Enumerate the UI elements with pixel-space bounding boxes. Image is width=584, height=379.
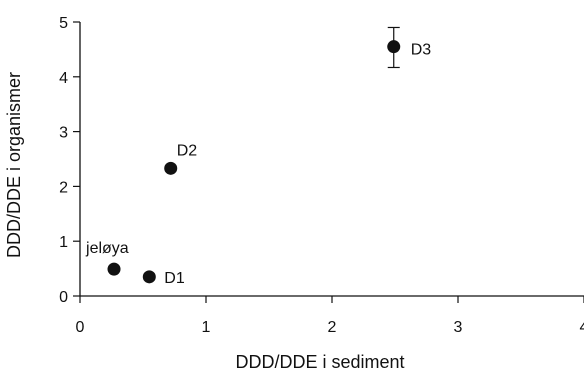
y-tick-label: 4 bbox=[59, 70, 68, 87]
axis-ticks: 0 1 2 3 4 0 1 2 3 4 5 bbox=[59, 15, 584, 336]
y-tick-label: 5 bbox=[59, 15, 68, 32]
x-tick-label: 4 bbox=[580, 319, 584, 336]
x-tick-label: 3 bbox=[454, 319, 463, 336]
data-points: jeløya D1 D2 D3 bbox=[85, 26, 432, 287]
y-tick-label: 2 bbox=[59, 179, 68, 196]
data-point-label: D2 bbox=[177, 142, 198, 159]
y-axis-label: DDD/DDE i organismer bbox=[4, 72, 24, 258]
data-point bbox=[164, 161, 178, 175]
x-tick-label: 1 bbox=[202, 319, 211, 336]
x-tick-label: 2 bbox=[328, 319, 337, 336]
data-point bbox=[387, 40, 401, 54]
x-axis-label: DDD/DDE i sediment bbox=[235, 352, 404, 372]
data-point bbox=[142, 270, 156, 284]
y-tick-label: 1 bbox=[59, 234, 68, 251]
axes bbox=[79, 22, 584, 297]
data-point bbox=[107, 262, 121, 276]
data-point-label: D1 bbox=[164, 270, 185, 287]
data-point-label: D3 bbox=[411, 42, 432, 59]
y-tick-label: 3 bbox=[59, 125, 68, 142]
x-tick-label: 0 bbox=[76, 319, 85, 336]
data-point-label: jeløya bbox=[85, 240, 129, 257]
y-tick-label: 0 bbox=[59, 289, 68, 306]
